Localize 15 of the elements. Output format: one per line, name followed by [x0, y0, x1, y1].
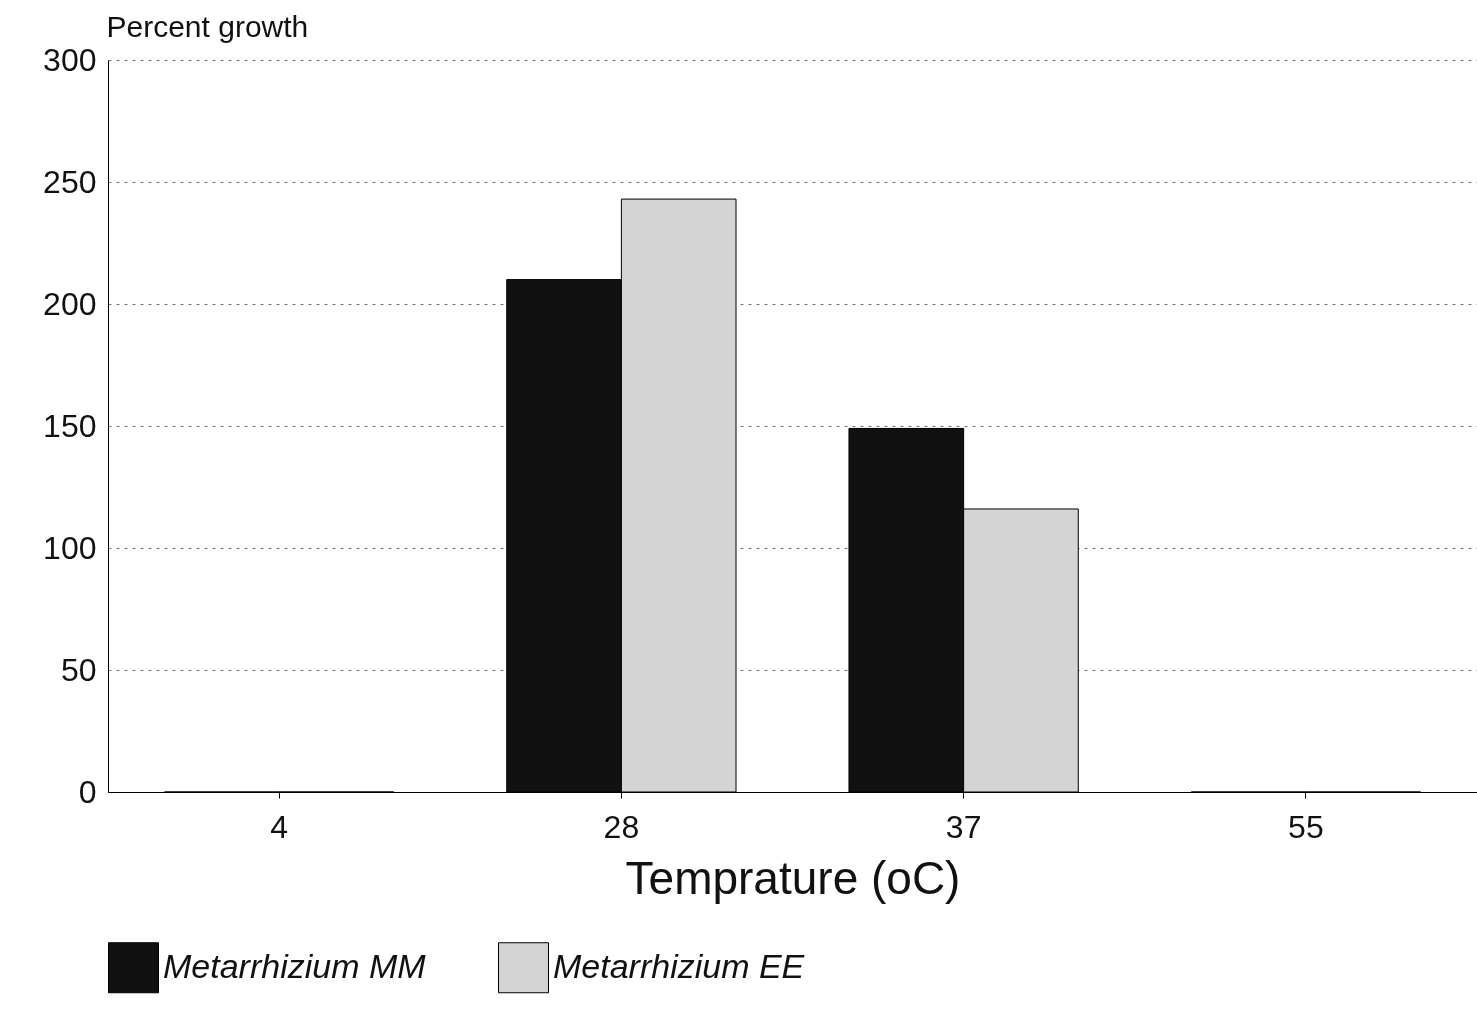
y-axis-title: Percent growth: [106, 9, 309, 43]
legend-label: Metarrhizium MM: [163, 946, 427, 985]
x-tick-label: 28: [603, 808, 640, 845]
x-axis-title: Temprature (oC): [625, 851, 961, 904]
legend-label: Metarrhizium EE: [553, 946, 805, 985]
y-tick-label: 200: [43, 285, 97, 322]
x-tick-label: 55: [1288, 808, 1324, 845]
y-tick-label: 300: [43, 41, 97, 78]
y-tick-label: 150: [43, 407, 97, 444]
y-tick-label: 0: [78, 773, 97, 810]
x-tick-label: 4: [270, 808, 289, 845]
x-tick-label: 37: [945, 808, 982, 845]
y-tick-label: 100: [43, 529, 97, 566]
y-tick-label: 50: [60, 651, 97, 688]
y-tick-label: 250: [43, 163, 97, 200]
